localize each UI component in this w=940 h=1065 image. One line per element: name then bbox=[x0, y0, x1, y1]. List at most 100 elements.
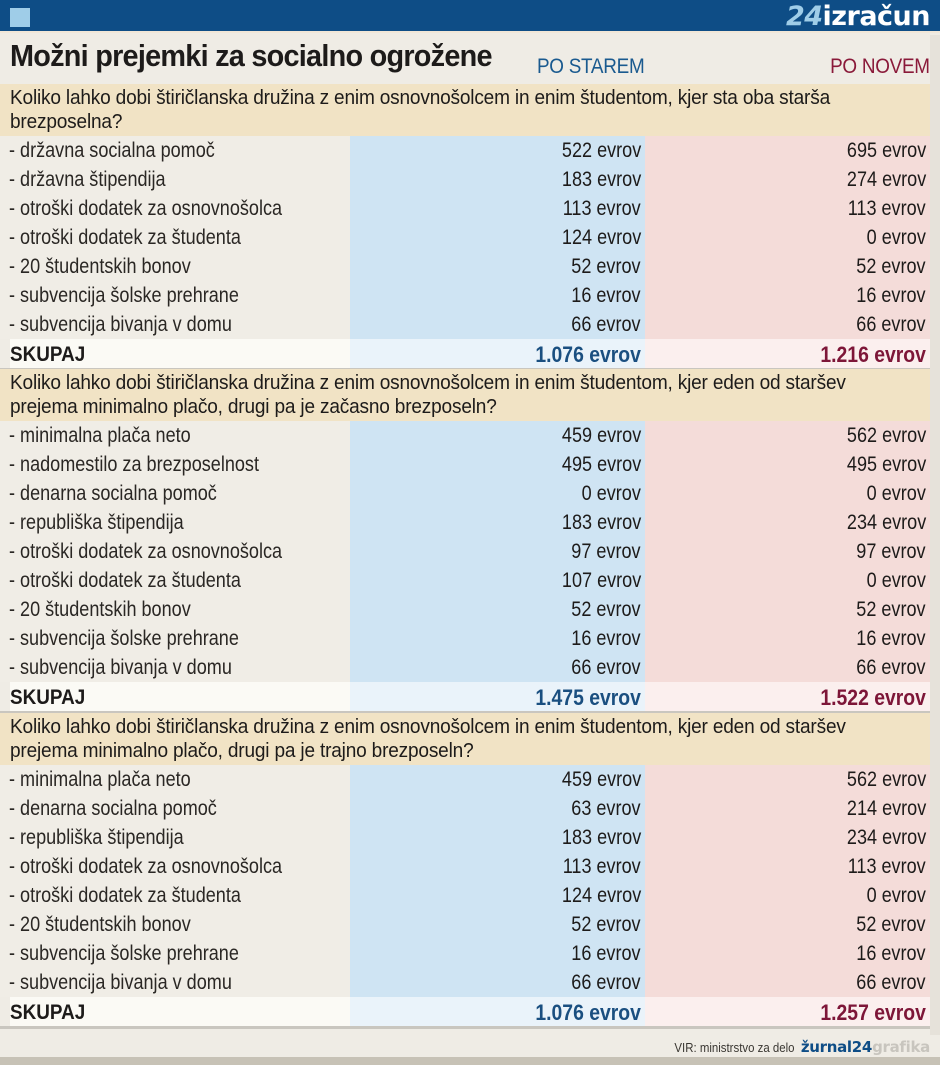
value-old: 16 evrov bbox=[571, 942, 641, 965]
table-row: - nadomestilo za brezposelnost 495 evrov 4… bbox=[0, 450, 930, 479]
table-row: - otroški dodatek za študenta 107 evrov 0 … bbox=[0, 566, 930, 595]
value-old: 495 evrov bbox=[561, 453, 641, 476]
total-label-bg bbox=[10, 682, 350, 711]
table-row: - državna štipendija 183 evrov 274 evrov bbox=[0, 165, 930, 194]
total-label-bg bbox=[10, 997, 350, 1026]
label-column-bg bbox=[0, 421, 350, 682]
table-row: - subvencija šolske prehrane 16 evrov 16 e… bbox=[0, 939, 930, 968]
total-old-bg bbox=[350, 997, 645, 1026]
value-old: 183 evrov bbox=[561, 511, 641, 534]
table-row: - 20 študentskih bonov 52 evrov 52 evrov bbox=[0, 595, 930, 624]
table-row: - otroški dodatek za osnovnošolca 113 evr… bbox=[0, 194, 930, 223]
value-old: 459 evrov bbox=[561, 424, 641, 447]
value-new: 214 evrov bbox=[846, 797, 926, 820]
row-label: - minimalna plača neto bbox=[9, 424, 191, 447]
table-row: - republiška štipendija 183 evrov 234 evro… bbox=[0, 823, 930, 852]
value-new: 0 evrov bbox=[866, 226, 926, 249]
row-label: - državna štipendija bbox=[9, 168, 166, 191]
value-old: 52 evrov bbox=[571, 913, 641, 936]
section-both-unemployed: Koliko lahko dobi štiričlanska družina z… bbox=[0, 84, 930, 371]
value-old: 66 evrov bbox=[571, 656, 641, 679]
total-new: 1.216 evrov bbox=[820, 342, 926, 367]
total-old: 1.475 evrov bbox=[535, 685, 641, 710]
row-label: - 20 študentskih bonov bbox=[9, 598, 191, 621]
table-row: - 20 študentskih bonov 52 evrov 52 evrov bbox=[0, 910, 930, 939]
value-old: 16 evrov bbox=[571, 627, 641, 650]
row-label: - otroški dodatek za študenta bbox=[9, 569, 241, 592]
value-new: 562 evrov bbox=[846, 768, 926, 791]
value-new: 562 evrov bbox=[846, 424, 926, 447]
total-label: SKUPAJ bbox=[10, 686, 86, 709]
table-row: - otroški dodatek za študenta 124 evrov 0 … bbox=[0, 881, 930, 910]
table-row: - subvencija šolske prehrane 16 evrov 16 e… bbox=[0, 624, 930, 653]
section-rows: - državna socialna pomoč 522 evrov 695 evr… bbox=[0, 136, 930, 339]
total-new: 1.522 evrov bbox=[820, 685, 926, 710]
right-edge-strip bbox=[930, 35, 940, 1035]
value-old: 113 evrov bbox=[563, 197, 641, 220]
value-old: 52 evrov bbox=[571, 255, 641, 278]
total-new-bg bbox=[645, 997, 930, 1026]
table-row: - otroški dodatek za študenta 124 evrov 0 … bbox=[0, 223, 930, 252]
row-label: - 20 študentskih bonov bbox=[9, 255, 191, 278]
row-label: - otroški dodatek za osnovnošolca bbox=[9, 197, 283, 220]
section-permanent-unemployed: Koliko lahko dobi štiričlanska družina z… bbox=[0, 713, 930, 1029]
value-new: 16 evrov bbox=[856, 627, 926, 650]
header-square-icon bbox=[10, 8, 30, 27]
row-label: - denarna socialna pomoč bbox=[9, 797, 217, 820]
label-column-bg bbox=[0, 136, 350, 339]
row-label: - republiška štipendija bbox=[9, 511, 184, 534]
value-new: 0 evrov bbox=[866, 482, 926, 505]
value-old: 66 evrov bbox=[571, 313, 641, 336]
value-new: 97 evrov bbox=[856, 540, 926, 563]
row-label: - republiška štipendija bbox=[9, 826, 184, 849]
table-row: - minimalna plača neto 459 evrov 562 evrov bbox=[0, 421, 930, 450]
total-new: 1.257 evrov bbox=[820, 1000, 926, 1025]
table-row: - subvencija bivanja v domu 66 evrov 66 ev… bbox=[0, 968, 930, 997]
value-old: 97 evrov bbox=[571, 540, 641, 563]
new-column-bg bbox=[645, 421, 930, 682]
section-rows: - minimalna plača neto 459 evrov 562 evrov… bbox=[0, 421, 930, 682]
row-label: - otroški dodatek za študenta bbox=[9, 226, 241, 249]
value-new: 695 evrov bbox=[846, 139, 926, 162]
value-old: 107 evrov bbox=[561, 569, 641, 592]
value-new: 234 evrov bbox=[846, 826, 926, 849]
total-label-bg bbox=[10, 339, 350, 368]
row-label: - otroški dodatek za osnovnošolca bbox=[9, 540, 283, 563]
table-row: - 20 študentskih bonov 52 evrov 52 evrov bbox=[0, 252, 930, 281]
value-old: 63 evrov bbox=[571, 797, 641, 820]
row-label: - minimalna plača neto bbox=[9, 768, 191, 791]
value-old: 0 evrov bbox=[581, 482, 641, 505]
total-label: SKUPAJ bbox=[10, 1001, 86, 1024]
value-new: 16 evrov bbox=[856, 284, 926, 307]
row-label: - subvencija bivanja v domu bbox=[9, 656, 232, 679]
table-row: - otroški dodatek za osnovnošolca 113 evr… bbox=[0, 852, 930, 881]
column-header-new: PO NOVEM bbox=[830, 55, 930, 78]
table-row: - republiška štipendija 183 evrov 234 evro… bbox=[0, 508, 930, 537]
value-old: 16 evrov bbox=[571, 284, 641, 307]
value-old: 183 evrov bbox=[561, 168, 641, 191]
brand-sub: grafika bbox=[872, 1038, 930, 1056]
row-label: - otroški dodatek za osnovnošolca bbox=[9, 855, 283, 878]
section-rows: - minimalna plača neto 459 evrov 562 evrov… bbox=[0, 765, 930, 997]
column-header-old: PO STAREM bbox=[536, 55, 645, 78]
page-title: Možni prejemki za socialno ogrožene bbox=[10, 38, 493, 73]
value-old: 113 evrov bbox=[563, 855, 641, 878]
total-row: SKUPAJ 1.076 evrov 1.257 evrov bbox=[0, 997, 930, 1029]
question-text: Koliko lahko dobi štiričlanska družina z… bbox=[10, 715, 846, 762]
total-new-bg bbox=[645, 339, 930, 368]
value-new: 234 evrov bbox=[846, 511, 926, 534]
row-label: - denarna socialna pomoč bbox=[9, 482, 217, 505]
brand-logo: žurnal24grafika bbox=[801, 1038, 930, 1056]
row-label: - otroški dodatek za študenta bbox=[9, 884, 241, 907]
old-column-bg bbox=[350, 136, 645, 339]
total-old: 1.076 evrov bbox=[535, 1000, 641, 1025]
value-new: 0 evrov bbox=[866, 884, 926, 907]
value-old: 66 evrov bbox=[571, 971, 641, 994]
section-question: Koliko lahko dobi štiričlanska družina z… bbox=[0, 369, 930, 421]
value-new: 66 evrov bbox=[856, 656, 926, 679]
logo-24izracun: 24izračun bbox=[786, 1, 931, 32]
value-old: 522 evrov bbox=[561, 139, 641, 162]
bottom-bar bbox=[0, 1057, 940, 1065]
value-old: 183 evrov bbox=[561, 826, 641, 849]
row-label: - državna socialna pomoč bbox=[9, 139, 215, 162]
